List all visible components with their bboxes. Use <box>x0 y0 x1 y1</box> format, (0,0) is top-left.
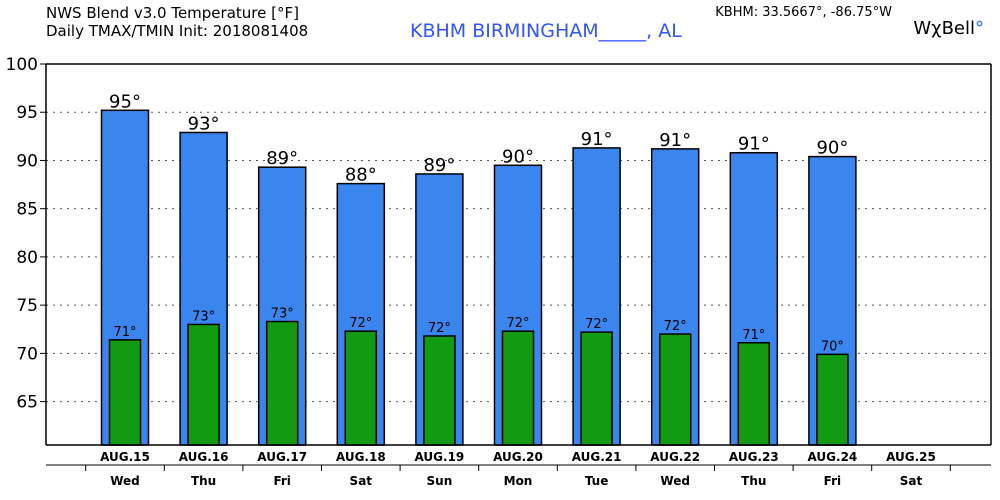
x-tick-label-day: Sat <box>900 474 923 488</box>
x-tick-label-day: Wed <box>110 474 140 488</box>
y-tick-label: 90 <box>16 151 38 171</box>
x-tick-label-day: Mon <box>504 474 533 488</box>
tmax-value-label: 89° <box>423 155 455 176</box>
tmax-value-label: 91° <box>659 130 691 151</box>
tmin-value-label: 72° <box>506 316 529 331</box>
x-tick-label-date: AUG.21 <box>572 450 622 464</box>
tmin-bar <box>344 330 378 446</box>
tmin-value-label: 72° <box>349 316 372 331</box>
brand-mark: ° <box>975 18 984 39</box>
tmin-value-label: 72° <box>585 317 608 332</box>
tmin-bar <box>816 353 849 446</box>
x-tick-label-day: Fri <box>273 474 290 488</box>
y-tick-label: 70 <box>16 344 38 364</box>
x-tick-label-date: AUG.18 <box>336 450 386 464</box>
chart-title-line1: NWS Blend v3.0 Temperature [°F] <box>46 4 299 22</box>
tmin-bar <box>265 320 299 446</box>
x-tick-label-day: Fri <box>824 474 841 488</box>
tmin-bar <box>580 331 613 446</box>
tmax-value-label: 95° <box>109 91 141 112</box>
tmax-value-label: 88° <box>345 165 377 186</box>
tmax-value-label: 90° <box>502 146 534 167</box>
x-tick-label-day: Sat <box>350 474 373 488</box>
tmax-value-label: 91° <box>581 129 613 150</box>
tmax-value-label: 89° <box>266 148 298 169</box>
x-tick-label-date: AUG.23 <box>729 450 779 464</box>
x-tick-label-date: AUG.19 <box>415 450 465 464</box>
tmin-bar <box>423 335 456 446</box>
x-tick-label-date: AUG.20 <box>493 450 543 464</box>
tmin-value-label: 71° <box>113 325 136 340</box>
tmin-bar <box>501 330 535 446</box>
tmin-value-label: 72° <box>664 319 687 334</box>
x-tick-label-day: Thu <box>191 474 216 488</box>
x-tick-label-date: AUG.25 <box>886 450 936 464</box>
tmax-value-label: 91° <box>738 134 770 155</box>
y-tick-label: 75 <box>16 296 38 316</box>
tmax-value-label: 93° <box>188 113 220 134</box>
tmin-bar <box>737 342 771 446</box>
x-tick-label-date: AUG.16 <box>179 450 229 464</box>
tmin-value-label: 73° <box>271 307 294 322</box>
station-name: KBHM BIRMINGHAM_____, AL <box>410 20 682 42</box>
brand-text: WχBell <box>913 18 975 39</box>
x-tick-label-date: AUG.17 <box>257 450 307 464</box>
tmin-value-label: 72° <box>428 321 451 336</box>
y-tick-label: 95 <box>16 103 38 123</box>
chart-title-line2: Daily TMAX/TMIN Init: 2018081408 <box>46 22 309 40</box>
x-tick-label-day: Thu <box>741 474 766 488</box>
x-tick-label-day: Tue <box>585 474 609 488</box>
tmin-value-label: 71° <box>742 328 765 343</box>
y-tick-label: 65 <box>16 393 38 413</box>
brand-logo: WχBell° <box>913 20 984 38</box>
x-tick-label-date: AUG.15 <box>100 450 150 464</box>
tmin-bar <box>658 333 692 446</box>
tmin-bar <box>108 339 142 446</box>
tmin-value-label: 73° <box>192 309 215 324</box>
x-tick-label-day: Wed <box>660 474 690 488</box>
tmax-value-label: 90° <box>816 138 848 159</box>
y-tick-label: 80 <box>16 248 38 268</box>
y-tick-label: 100 <box>6 55 38 75</box>
x-tick-label-date: AUG.22 <box>650 450 700 464</box>
tmin-value-label: 70° <box>821 339 844 354</box>
x-tick-label-date: AUG.24 <box>808 450 858 464</box>
x-tick-label-day: Sun <box>427 474 453 488</box>
y-tick-label: 85 <box>16 200 38 220</box>
tmin-bar <box>187 323 220 446</box>
station-coordinates: KBHM: 33.5667°, -86.75°W <box>715 5 892 20</box>
